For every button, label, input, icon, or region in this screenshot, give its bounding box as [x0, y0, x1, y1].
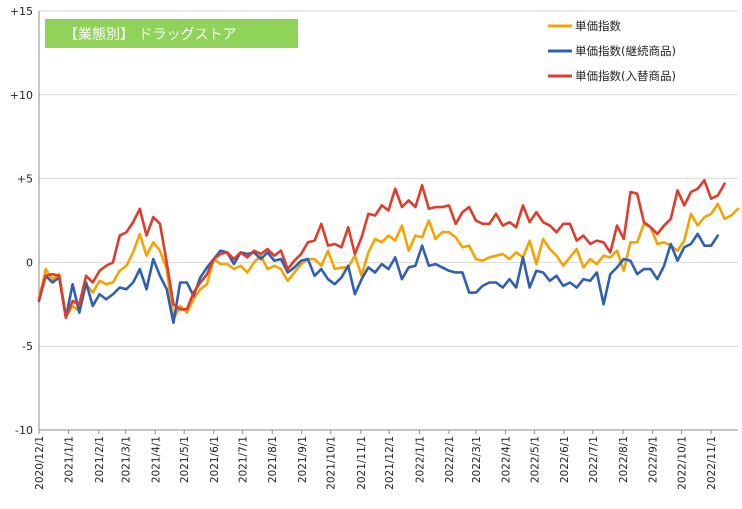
chart-title: 【業態別】 ドラッグストア — [64, 27, 236, 43]
title-badge-bg — [45, 19, 298, 48]
series-line-1 — [37, 232, 720, 325]
x-tick-label: 2021/11/1 — [356, 436, 368, 490]
y-tick-labels: -10 -5 0 +5 +10 +15 — [10, 5, 33, 437]
gridlines — [39, 10, 738, 347]
x-tick-label: 2021/2/1 — [94, 436, 106, 483]
legend-label-1: 単価指数(継続商品) — [575, 44, 676, 58]
y-tick-label: -10 — [15, 424, 33, 437]
x-tick-label: 2022/7/1 — [588, 436, 600, 483]
x-tick-label: 2020/12/1 — [34, 436, 46, 490]
x-tick-label: 2021/6/1 — [209, 436, 221, 483]
x-tick-label: 2022/6/1 — [559, 436, 571, 483]
y-tick-label: +15 — [10, 5, 33, 18]
x-tick-label: 2021/4/1 — [150, 436, 162, 483]
x-tick-label: 2022/10/1 — [677, 436, 689, 490]
title-badge: 【業態別】 ドラッグストア — [45, 19, 298, 48]
x-tick-label: 2022/4/1 — [500, 436, 512, 483]
series-line-2 — [37, 178, 726, 320]
x-tick-label: 2021/1/1 — [64, 436, 76, 483]
x-tick-label: 2022/2/1 — [444, 436, 456, 483]
legend-label-2: 単価指数(入替商品) — [575, 69, 676, 83]
x-tick-label: 2021/9/1 — [297, 436, 309, 483]
x-tick-label: 2021/5/1 — [179, 436, 191, 483]
y-tick-label: -5 — [22, 340, 33, 353]
y-tick-label: 0 — [26, 256, 33, 269]
x-tick-label: 2021/10/1 — [326, 436, 338, 490]
x-tick-label: 2021/8/1 — [267, 436, 279, 483]
series-lines — [37, 178, 740, 325]
x-tick-label: 2022/8/1 — [618, 436, 630, 483]
x-tick-label: 2022/1/1 — [414, 436, 426, 483]
legend-label-0: 単価指数 — [575, 19, 621, 33]
x-tick-label: 2022/9/1 — [648, 436, 660, 483]
x-tick-label: 2022/5/1 — [529, 436, 541, 483]
x-tick-labels: 2020/12/1 2021/1/1 2021/2/1 2021/3/1 2021/4/… — [34, 430, 718, 490]
x-tick-label: 2021/3/1 — [121, 436, 133, 483]
x-tick-label: 2021/12/1 — [384, 436, 396, 490]
x-tick-label: 2022/3/1 — [471, 436, 483, 483]
x-tick-label: 2021/7/1 — [238, 436, 250, 483]
x-tick-label: 2022/11/1 — [706, 436, 718, 490]
y-tick-label: +5 — [17, 173, 33, 186]
y-tick-label: +10 — [10, 89, 33, 102]
series-line-0 — [37, 202, 740, 321]
